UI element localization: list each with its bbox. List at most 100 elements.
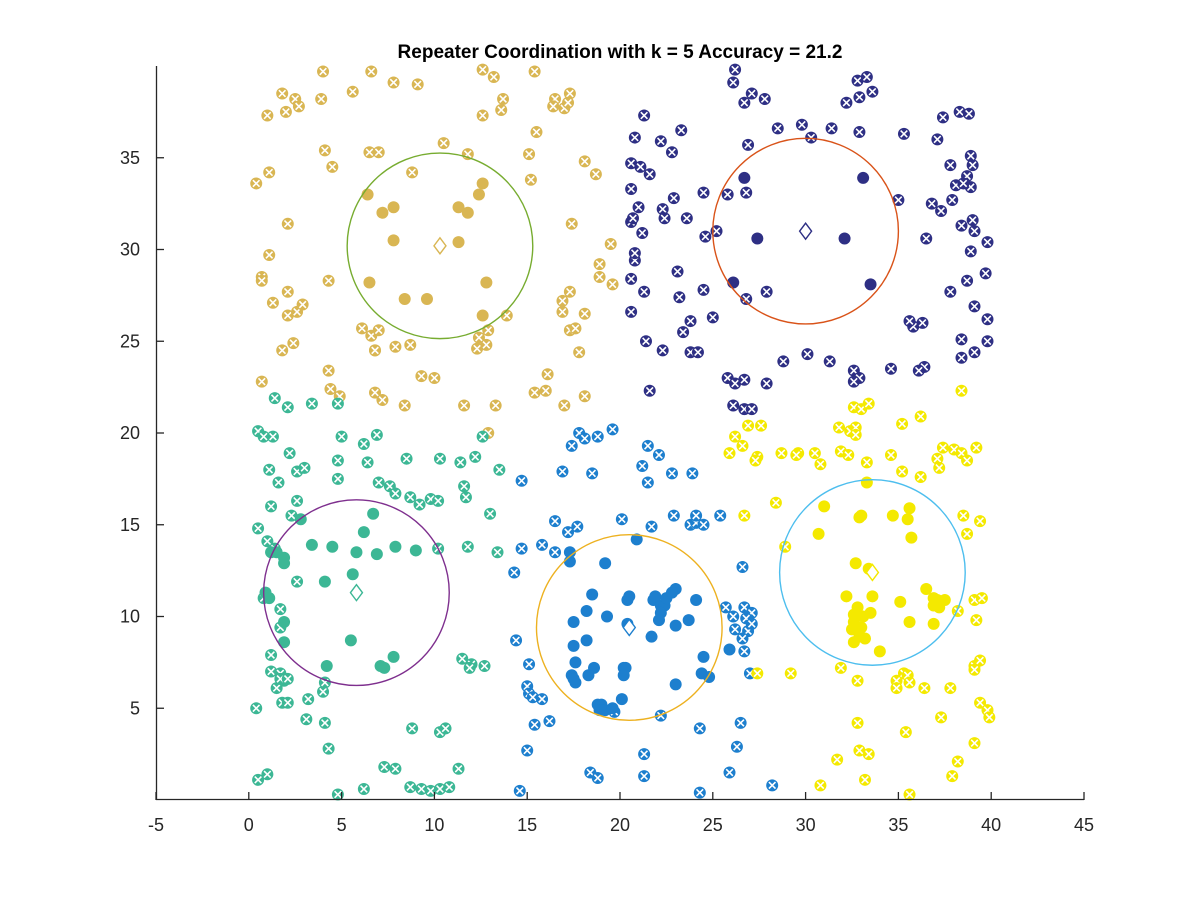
outlier-point <box>771 122 784 135</box>
outlier-cross <box>677 126 686 135</box>
outlier-point <box>322 274 335 287</box>
outlier-point <box>680 212 693 225</box>
cluster-point <box>866 590 879 603</box>
outlier-cross <box>948 772 957 781</box>
outlier-point <box>729 377 742 390</box>
outlier-cross <box>844 451 853 459</box>
outlier-point <box>255 274 268 287</box>
outlier-point <box>458 399 471 412</box>
outlier-cross <box>740 375 749 384</box>
outlier-point <box>363 146 376 159</box>
cluster-4 <box>508 423 779 799</box>
y-tick-label: 35 <box>120 148 140 168</box>
outlier-point <box>853 744 866 757</box>
outlier-cross <box>385 482 394 491</box>
outlier-point <box>935 204 948 217</box>
cluster-point <box>398 293 411 306</box>
cluster-point <box>901 513 914 526</box>
outlier-point <box>250 702 263 715</box>
outlier-point <box>331 454 344 467</box>
cluster-point <box>623 590 636 603</box>
cluster-point <box>376 206 389 219</box>
outlier-cross <box>434 497 442 505</box>
outlier-cross <box>742 188 751 197</box>
outlier-cross <box>740 603 749 612</box>
outlier-cross <box>475 333 483 342</box>
outlier-cross <box>499 95 507 103</box>
outlier-point <box>736 439 749 452</box>
outlier-point <box>912 364 925 377</box>
outlier-cross <box>334 456 342 465</box>
outlier-cross <box>849 377 858 386</box>
outlier-point <box>406 166 419 179</box>
outlier-cross <box>267 502 275 511</box>
cluster-point <box>278 557 291 570</box>
outlier-cross <box>976 698 984 707</box>
outlier-point <box>571 520 584 533</box>
outlier-cross <box>276 605 285 614</box>
outlier-cross <box>721 603 730 612</box>
outlier-cross <box>272 684 281 692</box>
cluster-point <box>682 614 695 627</box>
outlier-point <box>252 522 265 535</box>
outlier-point <box>250 177 263 190</box>
outlier-cross <box>762 379 771 388</box>
cluster-point <box>645 630 658 643</box>
outlier-point <box>775 447 788 460</box>
outlier-point <box>274 603 287 616</box>
outlier-point <box>565 217 578 230</box>
outlier-cross <box>669 511 678 520</box>
outlier-cross <box>564 98 572 107</box>
outlier-cross <box>723 374 732 382</box>
outlier-point <box>266 296 279 309</box>
outlier-point <box>515 474 528 487</box>
outlier-point <box>528 65 541 78</box>
outlier-cross <box>426 786 435 795</box>
outlier-point <box>389 762 402 775</box>
outlier-cross <box>968 216 977 225</box>
outlier-point <box>784 667 797 680</box>
outlier-point <box>632 201 645 214</box>
outlier-point <box>936 441 949 454</box>
outlier-cross <box>701 232 710 241</box>
centroid-marker <box>865 563 880 582</box>
outlier-cross <box>530 388 539 397</box>
outlier-point <box>276 344 289 357</box>
outlier-cross <box>682 214 691 223</box>
outlier-point <box>615 513 628 526</box>
outlier-cross <box>747 619 756 628</box>
outlier-cross <box>957 386 966 395</box>
cluster-point <box>569 656 582 669</box>
outlier-point <box>654 709 667 722</box>
outlier-cross <box>762 287 771 296</box>
outlier-cross <box>406 341 415 349</box>
outlier-cross <box>736 719 745 727</box>
cluster-point <box>378 661 391 674</box>
outlier-point <box>745 403 758 416</box>
cluster-point <box>599 557 612 570</box>
outlier-cross <box>259 432 268 441</box>
cluster-point <box>886 509 899 522</box>
outlier-cross <box>517 544 526 553</box>
outlier-point <box>270 682 283 695</box>
cluster-point <box>847 636 860 649</box>
outlier-cross <box>337 432 346 441</box>
coverage-circle <box>535 534 723 722</box>
outlier-cross <box>668 469 676 478</box>
outlier-point <box>428 371 441 384</box>
outlier-cross <box>827 124 836 133</box>
outlier-point <box>727 76 740 89</box>
outlier-point <box>684 315 697 328</box>
outlier-cross <box>887 451 895 459</box>
outlier-point <box>398 399 411 412</box>
x-tick-label: -5 <box>148 815 164 835</box>
outlier-point <box>831 753 844 766</box>
outlier-cross <box>545 717 554 725</box>
outlier-cross <box>836 664 845 672</box>
cluster-point <box>370 548 383 561</box>
outlier-cross <box>430 374 439 382</box>
outlier-point <box>749 454 762 467</box>
x-tick-label: 5 <box>337 815 347 835</box>
outlier-point <box>322 742 335 755</box>
outlier-point <box>769 496 782 509</box>
